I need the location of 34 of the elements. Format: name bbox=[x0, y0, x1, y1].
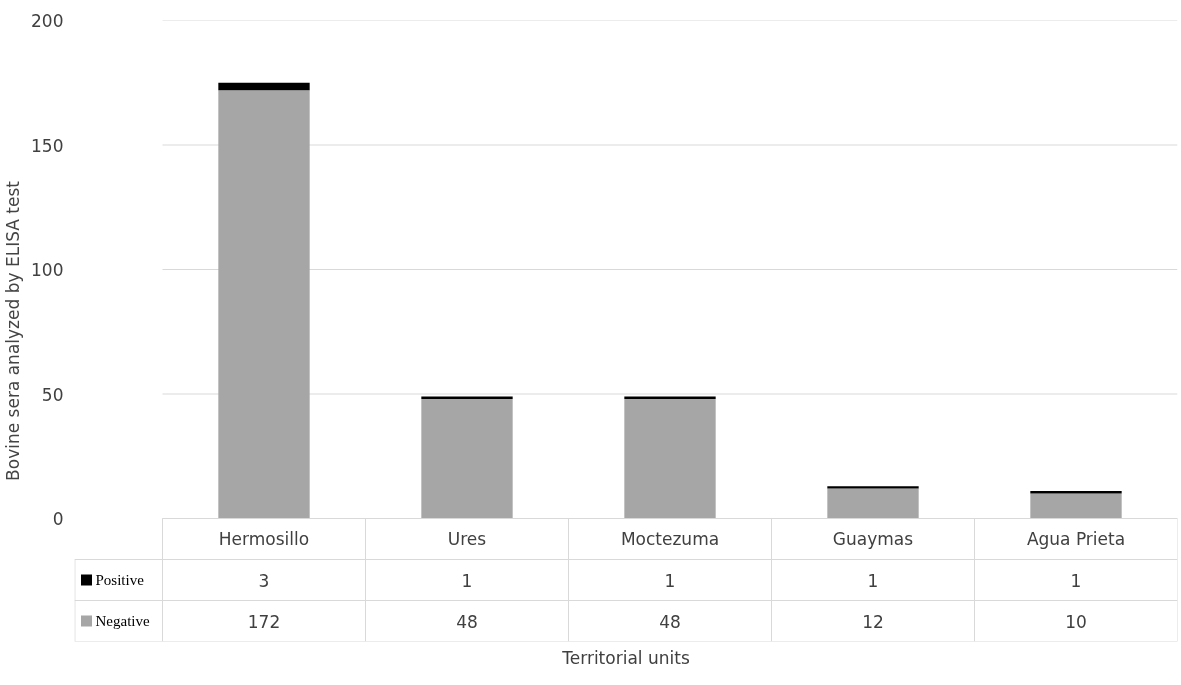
x-tick-label: Ures bbox=[447, 529, 487, 549]
bar bbox=[1030, 491, 1122, 494]
data-label: 48 bbox=[659, 611, 681, 632]
data-label: 172 bbox=[247, 611, 281, 632]
data-label: 1 bbox=[664, 570, 676, 591]
data-label: 1 bbox=[461, 570, 473, 591]
bar bbox=[218, 90, 310, 519]
text: Territorial units bbox=[561, 647, 690, 668]
y-tick-label: 100 bbox=[31, 260, 64, 280]
bar bbox=[1030, 493, 1122, 519]
bar bbox=[624, 396, 716, 399]
y-tick-label: 50 bbox=[41, 384, 64, 405]
y-tick-label: 200 bbox=[31, 11, 64, 31]
data-label: 48 bbox=[456, 611, 478, 632]
bar bbox=[421, 396, 513, 399]
x-tick-label: Moctezuma bbox=[620, 529, 720, 549]
bar bbox=[827, 486, 919, 489]
y-tick-label: 150 bbox=[31, 135, 64, 156]
y-tick-label: 0 bbox=[52, 509, 64, 529]
bar bbox=[827, 488, 919, 519]
data-label: 1 bbox=[867, 570, 879, 591]
data-label: 12 bbox=[862, 611, 884, 632]
bar bbox=[624, 398, 716, 519]
x-tick-label: Guaymas bbox=[832, 529, 914, 549]
data-label: 1 bbox=[1070, 570, 1082, 591]
bar bbox=[218, 82, 310, 91]
legend-label: Positive bbox=[95, 572, 145, 588]
data-label: 3 bbox=[258, 570, 270, 591]
bar bbox=[421, 398, 513, 519]
data-label: 10 bbox=[1065, 611, 1087, 632]
x-tick-label: Agua Prieta bbox=[1026, 529, 1126, 549]
x-tick-label: Hermosillo bbox=[218, 529, 310, 549]
y-axis-title: Bovine sera analyzed by ELISA test bbox=[3, 180, 24, 481]
legend-label: Negative bbox=[95, 613, 150, 629]
